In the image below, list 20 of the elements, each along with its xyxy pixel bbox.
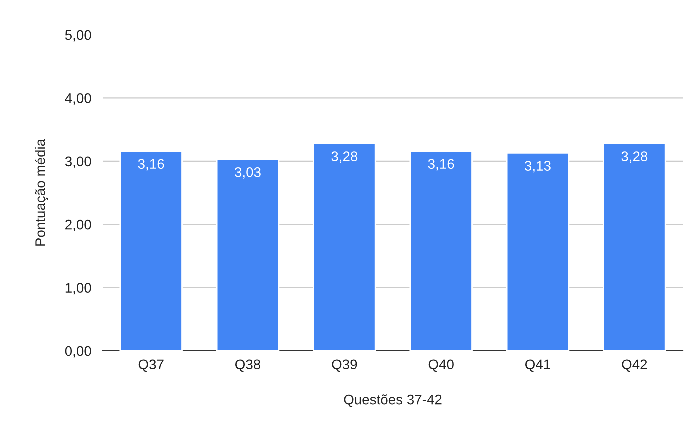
x-tick-label: Q39	[332, 360, 358, 372]
y-axis-title: Pontuação média	[35, 138, 48, 246]
y-tick-label: 2,00	[66, 220, 92, 232]
x-tick-label: Q42	[622, 360, 648, 372]
x-tick-label: Q37	[138, 360, 164, 372]
data-label: 3,13	[525, 161, 551, 173]
y-tick-label: 1,00	[66, 283, 92, 295]
x-axis-title: Questões 37-42	[344, 394, 442, 408]
x-tick-label: Q38	[236, 360, 261, 372]
x-tick-label: Q41	[526, 360, 550, 372]
y-tick-label: 0,00	[65, 346, 92, 358]
y-tick-label: 5,00	[65, 30, 92, 42]
data-label: 3,28	[622, 152, 648, 164]
y-tick-label: 3,00	[65, 156, 92, 168]
data-label: 3,03	[235, 167, 261, 179]
x-tick-label: Q40	[428, 360, 454, 372]
data-label: 3,28	[332, 152, 358, 164]
y-tick-label: 4,00	[65, 94, 92, 106]
data-label: 3,16	[138, 159, 164, 171]
data-label: 3,16	[428, 159, 454, 171]
